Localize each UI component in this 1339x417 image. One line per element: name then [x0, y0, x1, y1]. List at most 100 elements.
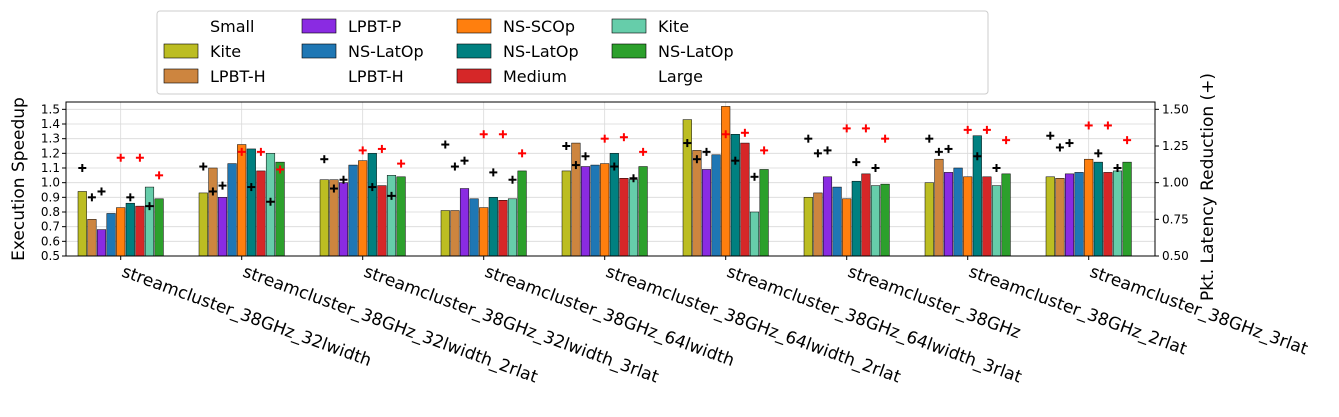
latency-marker — [804, 134, 813, 143]
latency-marker — [1065, 139, 1074, 148]
latency-marker — [276, 165, 285, 174]
legend-label: Kite — [210, 42, 241, 61]
legend-label: LPBT-H — [210, 67, 266, 86]
bar — [870, 185, 881, 257]
latency-marker — [145, 202, 154, 211]
bar — [1001, 173, 1011, 257]
latency-marker — [1002, 136, 1011, 145]
bar — [125, 202, 135, 257]
latency-marker — [750, 172, 759, 181]
legend-item: NS-LatOp — [456, 42, 579, 61]
bar — [450, 210, 460, 257]
legend-label: Kite — [658, 17, 689, 36]
latency-marker — [740, 128, 749, 137]
bar — [144, 186, 155, 257]
legend-label: LPBT-P — [348, 17, 402, 36]
right-axis: 0.50 0.75 1.00 1.25 1.50 — [1155, 102, 1189, 263]
legend-item: NS-SCOp — [456, 17, 575, 36]
latency-marker — [237, 147, 246, 156]
latency-marker — [498, 130, 507, 139]
latency-marker — [368, 183, 377, 192]
latency-marker — [944, 144, 953, 153]
bar — [730, 134, 740, 257]
latency-marker — [861, 124, 870, 133]
bar — [348, 164, 358, 257]
legend-item: NS-LatOp — [301, 42, 424, 61]
latency-marker — [721, 130, 730, 139]
bar — [749, 211, 760, 257]
latency-marker — [571, 161, 580, 170]
legend-item: Large — [658, 67, 703, 86]
latency-marker — [247, 183, 256, 192]
bar — [590, 164, 600, 257]
latency-marker — [629, 174, 638, 183]
latency-marker — [1046, 131, 1055, 140]
legend-label: LPBT-H — [348, 67, 404, 86]
latency-marker — [581, 152, 590, 161]
legend-label: NS-LatOp — [503, 42, 579, 61]
y-axis-left-title: Execution Speedup — [9, 97, 29, 261]
y-left-tick-label: 0.6 — [41, 234, 60, 248]
latency-marker — [823, 146, 832, 155]
bar — [991, 185, 1002, 257]
latency-marker — [508, 175, 517, 184]
latency-marker — [339, 175, 348, 184]
latency-marker — [692, 155, 701, 164]
legend-label: Large — [658, 67, 703, 86]
bar — [227, 163, 237, 257]
bar — [953, 167, 963, 257]
bar — [580, 166, 591, 257]
legend-label: Medium — [503, 67, 567, 86]
latency-marker — [1094, 149, 1103, 158]
latency-marker — [155, 171, 164, 180]
bar — [440, 210, 450, 257]
legend-item: NS-LatOp — [611, 42, 734, 61]
legend-item: Medium — [456, 67, 567, 86]
latency-marker — [871, 164, 880, 172]
latency-marker — [479, 130, 488, 139]
latency-marker — [320, 155, 329, 164]
bar — [396, 176, 406, 257]
bar — [813, 192, 823, 257]
latency-marker — [266, 197, 275, 206]
y-left-tick-label: 0.5 — [41, 249, 60, 263]
bar — [1064, 173, 1075, 257]
bar — [319, 179, 329, 257]
legend-swatch — [163, 68, 199, 84]
latency-marker — [1103, 121, 1112, 130]
latency-marker — [852, 158, 861, 167]
latency-marker — [387, 191, 396, 200]
legend-swatch — [456, 18, 492, 34]
bar — [880, 183, 890, 257]
bar — [507, 198, 518, 257]
bar — [561, 170, 571, 257]
bar — [571, 142, 581, 257]
latency-marker — [135, 153, 144, 162]
bar — [237, 144, 247, 257]
latency-marker — [87, 193, 96, 202]
bar — [721, 106, 731, 257]
x-tick-label: streamcluster_38GHz_2rlat — [966, 262, 1190, 360]
left-axis: 0.50.60.70.80.91.01.11.21.31.41.5 — [41, 102, 66, 263]
legend-item: LPBT-H — [163, 67, 266, 86]
bar — [1045, 176, 1055, 257]
y-right-tick-label: 0.50 — [1162, 249, 1189, 263]
bar — [469, 198, 479, 257]
legend-swatch — [456, 43, 492, 59]
legend-label: NS-LatOp — [658, 42, 734, 61]
y-right-tick-label: 0.75 — [1162, 212, 1189, 226]
bar — [217, 197, 228, 257]
bar — [1084, 158, 1094, 257]
legend-label: NS-SCOp — [503, 17, 575, 36]
latency-marker — [1113, 164, 1122, 172]
latency-marker — [881, 134, 890, 143]
bar — [246, 148, 256, 257]
bar — [963, 176, 973, 257]
bar — [479, 207, 489, 257]
bar — [116, 207, 126, 257]
latency-marker — [963, 125, 972, 134]
latency-marker — [973, 152, 982, 161]
legend-item: Small — [210, 17, 254, 36]
bar — [711, 154, 721, 257]
latency-marker — [358, 146, 367, 155]
